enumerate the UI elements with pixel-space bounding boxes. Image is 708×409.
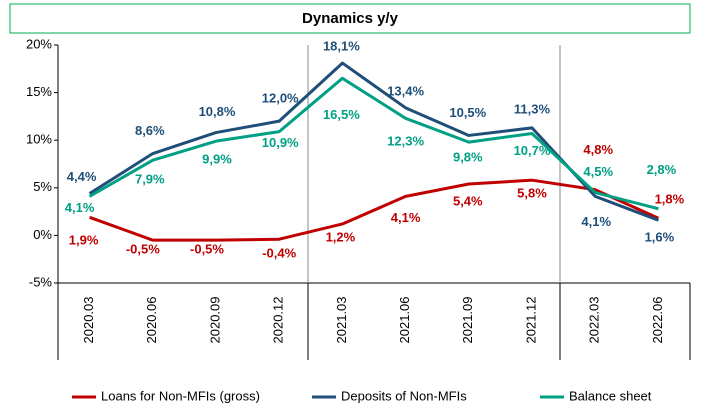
y-tick-label: 15% — [26, 84, 52, 99]
legend-label: Deposits of Non-MFIs — [341, 388, 467, 403]
chart-title: Dynamics y/y — [302, 10, 399, 27]
y-tick-label: 0% — [33, 227, 52, 242]
data-label: 9,9% — [202, 152, 232, 167]
data-label: -0,5% — [126, 242, 160, 257]
data-label: 1,9% — [69, 233, 99, 248]
data-label: 16,5% — [323, 107, 360, 122]
data-label: -0,5% — [190, 242, 224, 257]
data-label: 4,1% — [65, 200, 95, 215]
data-label: 12,3% — [387, 134, 424, 149]
x-tick-label: 2022.03 — [587, 297, 602, 344]
data-label: -0,4% — [262, 246, 296, 261]
data-label: 5,8% — [517, 186, 547, 201]
x-tick-label: 2021.03 — [334, 297, 349, 344]
series-line — [88, 76, 659, 211]
x-tick-label: 2020.03 — [81, 297, 96, 344]
x-tick-label: 2022.06 — [650, 297, 665, 344]
x-tick-label: 2021.09 — [460, 297, 475, 344]
data-label: 8,6% — [135, 123, 165, 138]
y-tick-label: -5% — [29, 274, 53, 289]
legend-label: Loans for Non-MFIs (gross) — [101, 388, 260, 403]
data-label: 4,8% — [583, 142, 613, 157]
data-label: 4,1% — [391, 210, 421, 225]
y-tick-label: 5% — [33, 179, 52, 194]
data-label: 4,4% — [67, 169, 97, 184]
data-label: 5,4% — [453, 193, 483, 208]
data-label: 7,9% — [135, 172, 165, 187]
y-tick-label: 10% — [26, 132, 52, 147]
x-tick-label: 2020.09 — [207, 297, 222, 344]
data-label: 18,1% — [323, 39, 360, 54]
title-box — [9, 3, 691, 34]
data-label: 11,3% — [514, 101, 551, 116]
data-label: 9,8% — [453, 150, 483, 165]
x-tick-label: 2021.06 — [397, 297, 412, 344]
y-tick-label: 20% — [26, 36, 52, 51]
data-label: 10,9% — [262, 135, 299, 150]
data-label: 13,4% — [387, 83, 424, 98]
data-label: 12,0% — [262, 91, 299, 106]
series-line — [88, 61, 659, 222]
x-tick-label: 2020.12 — [271, 297, 286, 344]
data-label: 2,8% — [647, 162, 677, 177]
data-label: 10,5% — [449, 105, 486, 120]
legend-label: Balance sheet — [569, 388, 652, 403]
data-label: 4,1% — [581, 214, 611, 229]
data-label: 1,8% — [655, 192, 685, 207]
data-label: 10,7% — [514, 143, 551, 158]
series-line — [89, 178, 660, 242]
x-tick-label: 2021.12 — [523, 297, 538, 344]
x-tick-label: 2020.06 — [144, 297, 159, 344]
data-label: 10,8% — [199, 104, 236, 119]
data-label: 1,6% — [645, 230, 675, 245]
data-label: 4,5% — [583, 164, 613, 179]
data-label: 1,2% — [326, 229, 356, 244]
